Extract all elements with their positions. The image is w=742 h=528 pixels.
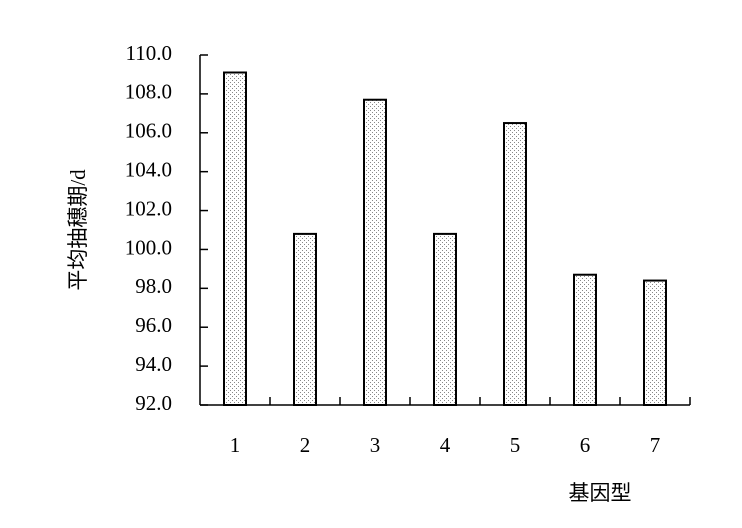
x-tick-label: 6 <box>580 433 591 457</box>
x-tick-label: 3 <box>370 433 381 457</box>
y-tick-label: 104.0 <box>125 157 172 181</box>
y-tick-label: 92.0 <box>135 391 172 415</box>
y-tick-label: 110.0 <box>126 41 172 65</box>
bar <box>363 98 387 406</box>
x-tick-label: 2 <box>300 433 311 457</box>
x-axis-label: 基因型 <box>569 481 632 505</box>
y-tick-label: 100.0 <box>125 235 172 259</box>
bar <box>643 279 667 406</box>
x-tick-label: 1 <box>230 433 241 457</box>
x-tick-label: 7 <box>650 433 661 457</box>
bar <box>223 71 247 406</box>
y-tick-label: 106.0 <box>125 119 172 143</box>
y-tick-label: 96.0 <box>135 313 172 337</box>
y-tick-label: 108.0 <box>125 80 172 104</box>
y-tick-label: 98.0 <box>135 274 172 298</box>
y-tick-label: 94.0 <box>135 352 172 376</box>
x-tick-label: 4 <box>440 433 451 457</box>
bar <box>293 232 317 406</box>
y-tick-label: 102.0 <box>125 196 172 220</box>
bar <box>573 273 597 406</box>
x-tick-label: 5 <box>510 433 521 457</box>
bar <box>503 122 527 407</box>
bar <box>433 232 457 406</box>
y-axis-label: 平均抽穗期/d <box>66 169 90 291</box>
